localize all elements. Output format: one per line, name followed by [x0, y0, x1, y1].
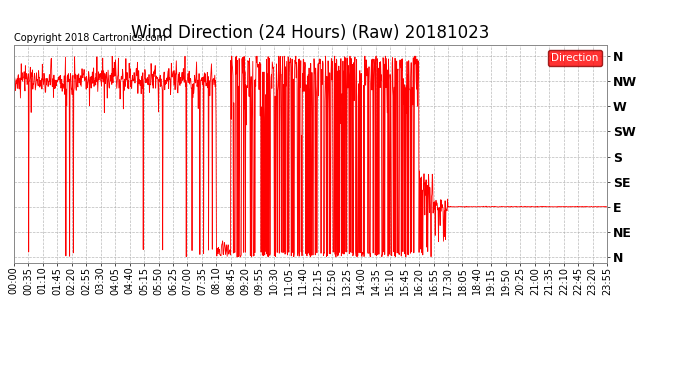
Title: Wind Direction (24 Hours) (Raw) 20181023: Wind Direction (24 Hours) (Raw) 20181023: [131, 24, 490, 42]
Text: Copyright 2018 Cartronics.com: Copyright 2018 Cartronics.com: [14, 33, 166, 43]
Legend: Direction: Direction: [549, 50, 602, 66]
